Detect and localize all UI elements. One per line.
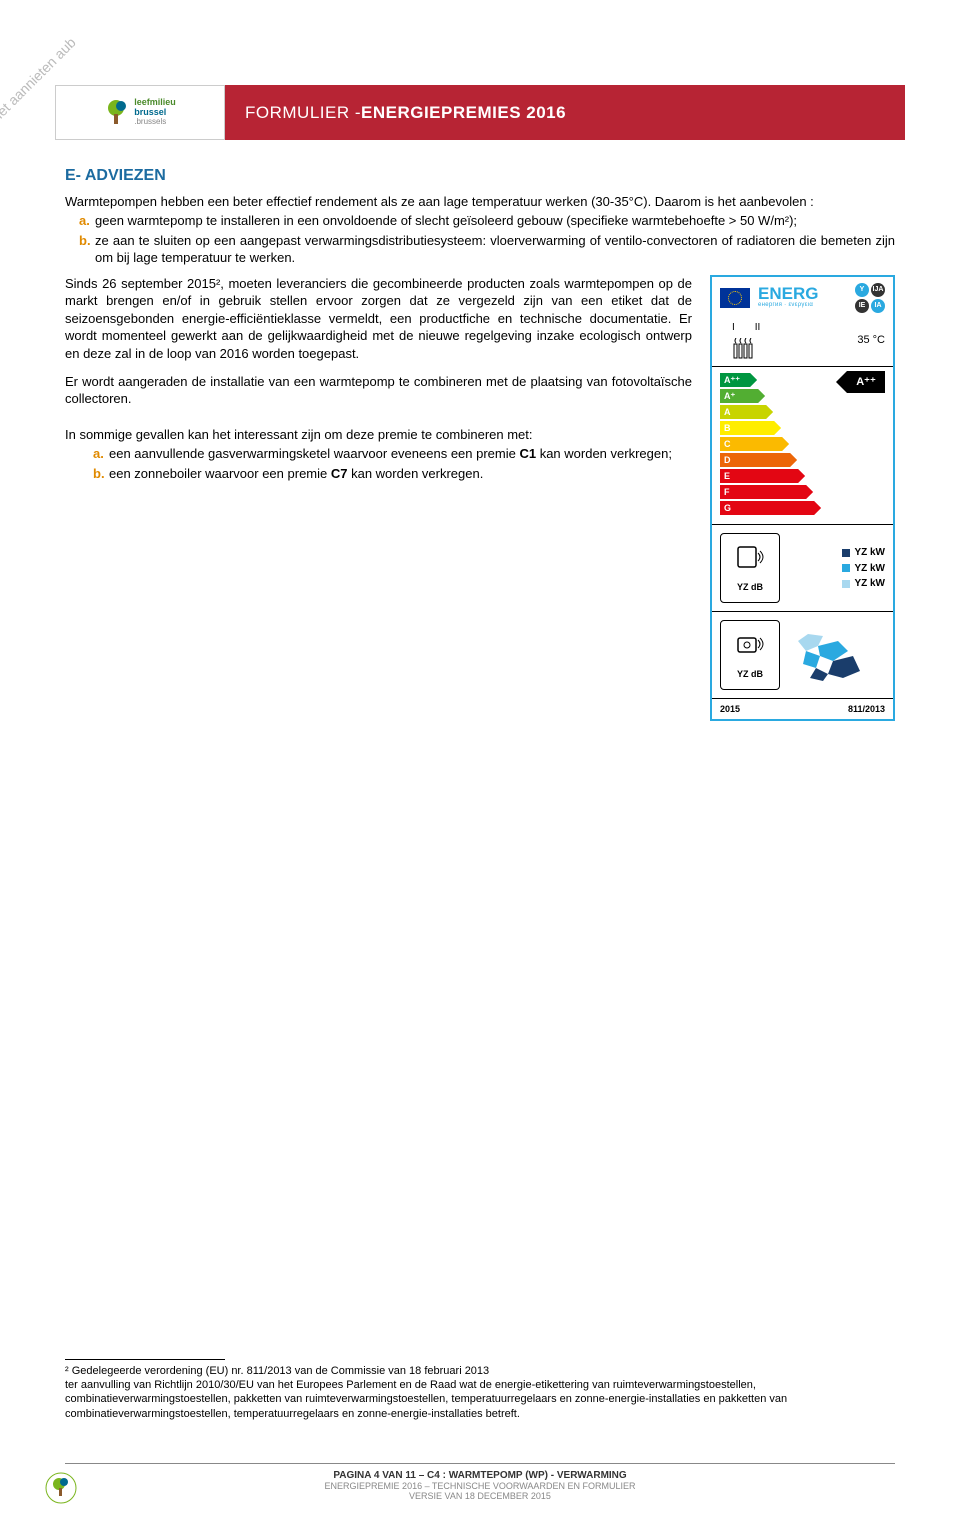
content: E- ADVIEZEN Warmtepompen hebben een bete… xyxy=(65,165,895,721)
list-text: een zonneboiler waarvoor een premie C7 k… xyxy=(109,465,692,483)
list-item: a. geen warmtepomp te installeren in een… xyxy=(65,212,895,230)
energy-power-section: YZ dB YZ kW YZ kW YZ kW xyxy=(712,525,893,612)
footnote-text: Gedelegeerde verordening (EU) nr. 811/20… xyxy=(65,1365,787,1420)
circles-icon: Y IJA IE IA xyxy=(855,283,885,313)
radiator-icon xyxy=(732,338,758,360)
scale-bar: E xyxy=(720,469,798,483)
scale-bar: B xyxy=(720,421,774,435)
paragraph: Sinds 26 september 2015², moeten leveran… xyxy=(65,275,692,363)
scale-row: C xyxy=(720,436,885,451)
energy-label-footer: 2015 811/2013 xyxy=(712,699,893,719)
energ-sub: енергия · ενεργεια xyxy=(758,301,818,309)
energy-label: ENERG енергия · ενεργεια Y IJA IE IA xyxy=(710,275,895,722)
el-footer-reg: 811/2013 xyxy=(848,703,885,715)
paragraph: In sommige gevallen kan het interessant … xyxy=(65,426,692,444)
intro-text: Warmtepompen hebben een beter effectief … xyxy=(65,193,895,211)
header-band: leefmilieu brussel .brussels FORMULIER -… xyxy=(55,85,905,140)
footer-line1: PAGINA 4 VAN 11 – C4 : WARMTEPOMP (WP) -… xyxy=(65,1470,895,1481)
energy-label-column: ENERG енергия · ενεργεια Y IJA IE IA xyxy=(710,275,895,722)
scale-row: A xyxy=(720,404,885,419)
brussel-logo: leefmilieu brussel .brussels xyxy=(55,85,225,140)
energ-brand: ENERG xyxy=(758,286,818,301)
rating-arrow: A⁺⁺ xyxy=(847,371,885,393)
list-marker: b. xyxy=(65,232,95,267)
header-title-bar: FORMULIER - ENERGIEPREMIES 2016 xyxy=(225,85,905,140)
scale-bar: A⁺⁺ xyxy=(720,373,750,387)
scale-row: F xyxy=(720,484,885,499)
footnotes: ² Gedelegeerde verordening (EU) nr. 811/… xyxy=(65,1359,895,1421)
scale-bar: A⁺ xyxy=(720,389,758,403)
section-title: E- ADVIEZEN xyxy=(65,165,895,187)
energy-scale: A⁺⁺ A⁺⁺ A⁺ ABCDEFG xyxy=(712,367,893,525)
scale-row: B xyxy=(720,420,885,435)
temp-value: 35 °C xyxy=(857,333,885,348)
logo-line3: .brussels xyxy=(134,118,176,127)
list-marker: a. xyxy=(65,445,109,463)
scale-bar: F xyxy=(720,485,806,499)
list-item: b. ze aan te sluiten op een aangepast ve… xyxy=(65,232,895,267)
scale-row: E xyxy=(720,468,885,483)
scale-bar: C xyxy=(720,437,782,451)
roman-ii: II xyxy=(755,321,761,335)
eu-flag-icon xyxy=(720,288,750,308)
left-column: Sinds 26 september 2015², moeten leveran… xyxy=(65,275,692,722)
list-item: b. een zonneboiler waarvoor een premie C… xyxy=(65,465,692,483)
list-marker: b. xyxy=(65,465,109,483)
page-footer: PAGINA 4 VAN 11 – C4 : WARMTEPOMP (WP) -… xyxy=(65,1463,895,1501)
energy-map-section: YZ dB xyxy=(712,612,893,699)
scale-row: G xyxy=(720,500,885,515)
list-text: een aanvullende gasverwarmingsketel waar… xyxy=(109,445,692,463)
paragraph: Er wordt aangeraden de installatie van e… xyxy=(65,373,692,408)
header-title-bold: ENERGIEPREMIES 2016 xyxy=(361,103,566,123)
outdoor-db: YZ dB xyxy=(737,668,763,680)
indoor-db: YZ dB xyxy=(737,581,763,593)
el-footer-year: 2015 xyxy=(720,703,740,715)
list-item: a. een aanvullende gasverwarmingsketel w… xyxy=(65,445,692,463)
scale-bar: D xyxy=(720,453,790,467)
sound-indoor-icon: YZ dB xyxy=(720,533,780,603)
power-values: YZ kW YZ kW YZ kW xyxy=(788,533,885,603)
roman-i: I xyxy=(732,321,735,335)
header-title-prefix: FORMULIER - xyxy=(245,103,361,123)
europe-map-icon xyxy=(788,626,868,684)
scale-bar: G xyxy=(720,501,814,515)
energy-label-header: ENERG енергия · ενεργεια Y IJA IE IA xyxy=(712,277,893,317)
list-text: geen warmtepomp te installeren in een on… xyxy=(95,212,895,230)
footer-tree-icon xyxy=(45,1472,77,1504)
sound-outdoor-icon: YZ dB xyxy=(720,620,780,690)
footer-line2b: VERSIE VAN 18 DECEMBER 2015 xyxy=(65,1491,895,1501)
scale-bar: A xyxy=(720,405,766,419)
energy-label-temp-row: I II 35 °C xyxy=(712,317,893,368)
footer-line2a: ENERGIEPREMIE 2016 – TECHNISCHE VOORWAAR… xyxy=(65,1481,895,1491)
tree-icon xyxy=(104,98,128,128)
scale-row: D xyxy=(720,452,885,467)
list-text: ze aan te sluiten op een aangepast verwa… xyxy=(95,232,895,267)
list-marker: a. xyxy=(65,212,95,230)
